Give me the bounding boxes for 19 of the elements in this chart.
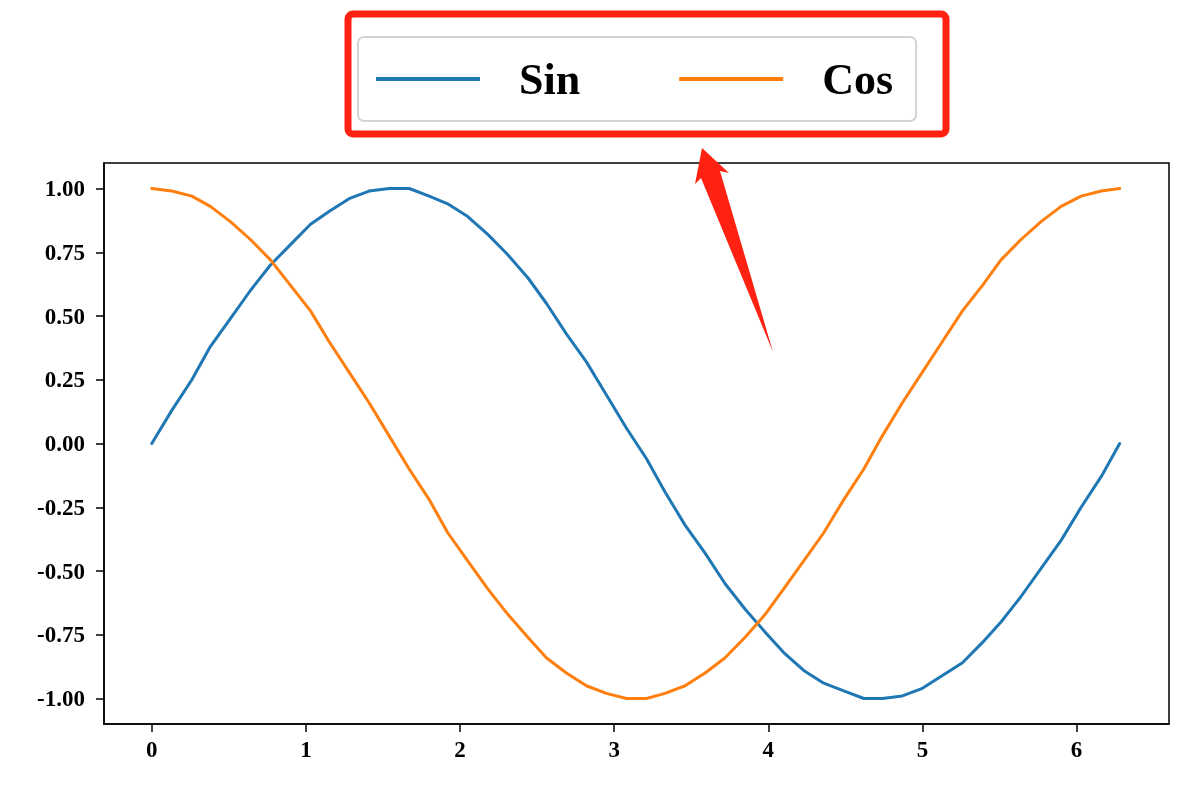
line-series — [150, 187, 1122, 700]
y-tick-label: -0.25 — [37, 494, 85, 520]
y-tick-label: 0.25 — [44, 367, 85, 393]
x-tick-label: 1 — [300, 737, 312, 762]
y-tick-label: 0.50 — [44, 303, 85, 329]
y-tick-label: -0.75 — [37, 622, 85, 648]
x-tick-label: 2 — [454, 737, 466, 762]
y-tick-label: 0.75 — [44, 239, 85, 265]
y-tick-label: 1.00 — [44, 176, 85, 201]
x-tick-label: 3 — [608, 737, 620, 762]
y-tick-label: -1.00 — [37, 686, 85, 711]
y-tick-label: -0.50 — [37, 558, 85, 584]
x-tick-label: 5 — [916, 737, 929, 762]
x-tick-label: 4 — [762, 737, 775, 762]
x-tick-label: 0 — [146, 737, 158, 762]
legend-label: Cos — [822, 54, 894, 104]
y-tick-label: 0.00 — [44, 431, 85, 456]
x-tick-label: 6 — [1070, 737, 1083, 762]
legend-label: Sin — [519, 54, 581, 104]
